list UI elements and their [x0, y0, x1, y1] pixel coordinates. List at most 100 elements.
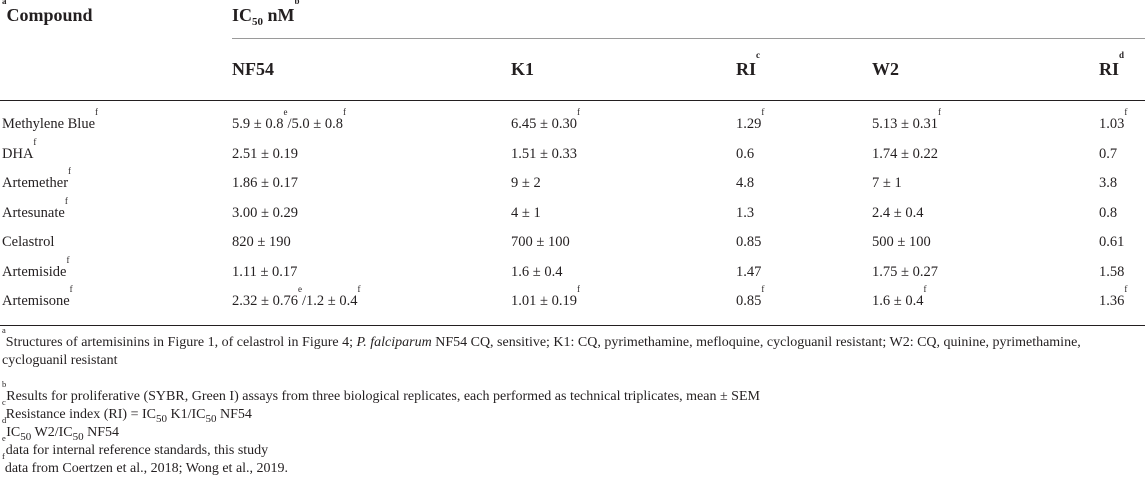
footnote-text: 50: [205, 413, 217, 425]
value-text: 1.6 ± 0.4: [511, 263, 563, 280]
value-text: 0.85: [736, 293, 762, 309]
k1-value-cell: 1.6 ± 0.4: [511, 263, 562, 281]
footnote-mark: e: [297, 284, 302, 294]
value-text: 1.03: [1099, 116, 1125, 132]
value-text: 1.29: [736, 116, 762, 132]
footnote-mark: b: [2, 379, 7, 389]
footnote-text: 50: [20, 431, 32, 443]
ri-c-value-cell: 1.29f: [736, 108, 764, 133]
ri-c-value-cell: 0.85f: [736, 285, 764, 310]
ri-c-value-cell: 1.47: [736, 263, 761, 281]
footnote-mark: f: [1124, 107, 1128, 117]
footnote-text: W2/IC: [31, 425, 73, 440]
value-text: 0.85: [736, 234, 762, 250]
ri-d-value-cell: 1.58: [1099, 263, 1124, 281]
footnote-mark: d: [2, 415, 7, 425]
footnote-e: edata for internal reference standards, …: [2, 434, 1142, 460]
compound-name: Artemisone: [2, 293, 70, 309]
value-text: 1.47: [736, 263, 762, 280]
footnote-text: IC: [6, 425, 21, 440]
k1-value-cell: 1.51 ± 0.33: [511, 145, 577, 163]
footnote-mark: f: [66, 254, 70, 265]
w2-value-cell: 2.4 ± 0.4: [872, 204, 923, 222]
column-header-w2: W2: [872, 58, 899, 80]
value-text: 700 ± 100: [511, 234, 570, 250]
footnote-text: Results for proliferative (SYBR, Green I…: [6, 389, 760, 404]
ic50-header-unit: nM: [263, 5, 295, 25]
ri-c-value-cell: 1.3: [736, 204, 754, 222]
ri-d-value-cell: 1.03f: [1099, 108, 1127, 133]
compound-name-cell: Artemisidef: [2, 255, 69, 281]
ri-d-value-cell: 0.8: [1099, 204, 1117, 222]
value-text: 0.6: [736, 145, 755, 162]
compound-name-cell: Artemisonef: [2, 285, 73, 310]
footnote-b: bResults for proliferative (SYBR, Green …: [2, 380, 1142, 406]
ri-d-value-cell: 3.8: [1099, 174, 1117, 192]
w2-value-cell: 500 ± 100: [872, 233, 931, 251]
value-text: /5.0 ± 0.8: [287, 116, 343, 132]
compound-header-mark: a: [2, 0, 7, 6]
footnote-mark: c: [2, 397, 6, 407]
compound-header: aCompound: [2, 0, 93, 26]
ri-c-value-cell: 0.85: [736, 233, 761, 251]
header-divider: [232, 38, 1145, 39]
footnote-text: data from Coertzen et al., 2018; Wong et…: [4, 461, 289, 476]
compound-name-cell: DHAf: [2, 137, 36, 163]
footnote-mark: f: [33, 136, 37, 147]
table-bottom-rule: [0, 325, 1145, 326]
footnote-mark: e: [283, 107, 288, 117]
footnote-c: cResistance index (RI) = IC50 K1/IC50 NF…: [2, 398, 1142, 425]
nf54-value-cell: 2.51 ± 0.19: [232, 145, 298, 163]
footnote-mark: f: [576, 107, 580, 117]
compound-name: Artemether: [2, 175, 69, 191]
value-text: 5.13 ± 0.31: [872, 116, 938, 132]
value-text: 9 ± 2: [511, 175, 541, 191]
nf54-value-cell: 5.9 ± 0.8e/5.0 ± 0.8f: [232, 108, 346, 133]
footnote-mark: f: [761, 284, 765, 294]
footnote-mark: f: [342, 107, 346, 117]
footnote-mark: f: [64, 195, 68, 206]
footnote-mark: f: [2, 451, 5, 461]
footnote-mark: f: [761, 107, 765, 117]
value-text: 1.75 ± 0.27: [872, 263, 938, 280]
compound-name-cell: Methylene Bluef: [2, 108, 98, 133]
value-text: 7 ± 1: [872, 175, 902, 191]
footnote-mark: a: [2, 325, 6, 335]
value-text: 0.61: [1099, 234, 1125, 250]
footnote-mark: f: [69, 284, 73, 294]
footnote-text: NF54: [83, 425, 120, 440]
footnote-text: data for internal reference standards, t…: [5, 443, 269, 458]
nf54-value-cell: 820 ± 190: [232, 233, 291, 251]
header-bottom-rule: [0, 100, 1145, 101]
nf54-value-cell: 2.32 ± 0.76e/1.2 ± 0.4f: [232, 285, 360, 310]
footnote-text: NF54 CQ, sensitive; K1: CQ, pyrimethamin…: [2, 335, 1081, 368]
footnote-mark: f: [576, 284, 580, 294]
column-header-w2-label: W2: [872, 59, 899, 79]
k1-value-cell: 6.45 ± 0.30f: [511, 108, 580, 133]
value-text: 2.32 ± 0.76: [232, 293, 298, 309]
ic50-header-base: IC: [232, 5, 253, 25]
footnote-text: P. falciparum: [356, 335, 432, 350]
value-text: 1.36: [1099, 293, 1125, 309]
k1-value-cell: 4 ± 1: [511, 204, 541, 222]
footnote-mark: f: [1124, 284, 1128, 294]
ic50-header: IC50 nMb: [232, 0, 300, 28]
footnote-f: fdata from Coertzen et al., 2018; Wong e…: [2, 452, 1142, 478]
compound-name-cell: Celastrol: [2, 233, 54, 251]
column-header-ri-w2-mark: d: [1119, 50, 1125, 60]
footnote-mark: f: [68, 166, 72, 176]
value-text: 1.86 ± 0.17: [232, 175, 298, 191]
w2-value-cell: 1.74 ± 0.22: [872, 145, 938, 163]
compound-name: DHA: [2, 145, 34, 162]
column-header-ri-k1: RIc: [736, 51, 760, 80]
column-header-nf54: NF54: [232, 58, 274, 80]
value-text: 820 ± 190: [232, 234, 291, 250]
value-text: 3.00 ± 0.29: [232, 204, 298, 221]
nf54-value-cell: 1.86 ± 0.17: [232, 174, 298, 192]
footnote-mark: f: [95, 107, 99, 117]
w2-value-cell: 1.6 ± 0.4f: [872, 285, 926, 310]
footnote-text: Resistance index (RI) = IC: [5, 407, 156, 422]
value-text: 1.11 ± 0.17: [232, 263, 298, 280]
compound-name: Artemiside: [2, 263, 67, 280]
value-text: 2.4 ± 0.4: [872, 204, 924, 221]
